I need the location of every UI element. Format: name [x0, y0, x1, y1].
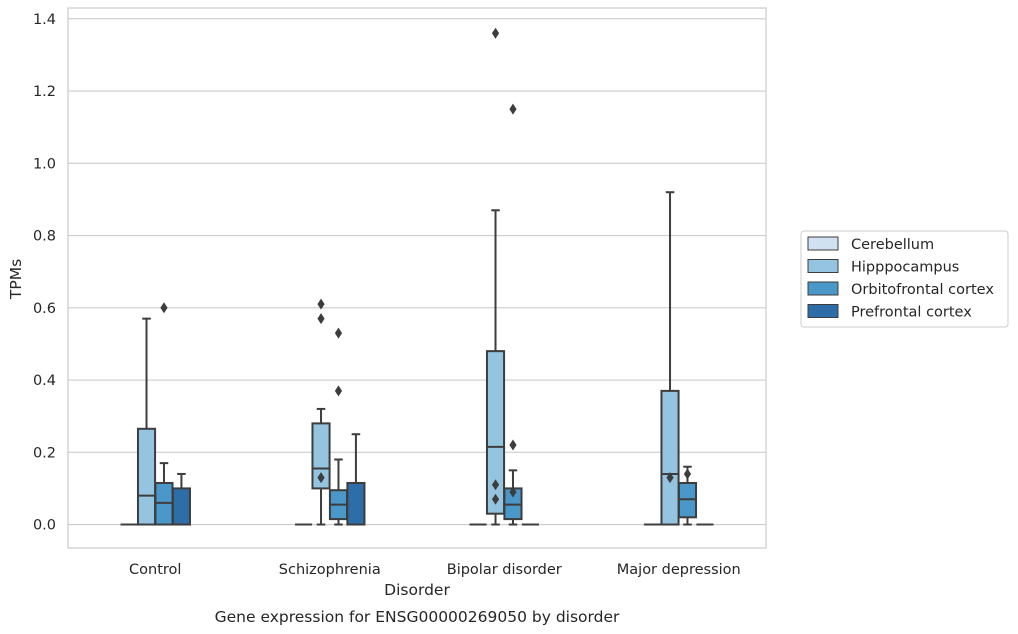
plot-area-frame: [67, 7, 767, 549]
legend-label: Prefrontal cortex: [851, 305, 972, 321]
legend-label: Hipppocampus: [851, 260, 959, 276]
x-tick-label: Schizophrenia: [279, 562, 381, 578]
box-body: [311, 422, 331, 490]
outlier-point: [509, 486, 517, 498]
outlier-point: [509, 439, 517, 451]
outlier-point: [317, 313, 325, 325]
box-body: [346, 481, 366, 526]
box-body: [485, 350, 506, 515]
y-tick-label: 1.4: [33, 12, 56, 28]
x-tick-label: Control: [129, 562, 181, 578]
box-prefrontal-cortex: [171, 472, 191, 526]
y-tick-label: 0.6: [33, 301, 56, 317]
box-hipppocampus: [660, 191, 680, 526]
legend-frame: [800, 230, 1009, 328]
legend: Cerebellum Hipppocampus Orbitofrontal cort…: [800, 230, 1009, 328]
legend-entries: Cerebellum Hipppocampus Orbitofrontal cort…: [807, 236, 994, 321]
box-body: [136, 427, 157, 526]
x-tick-labels: Control Schizophrenia Bipolar disorder Majo…: [129, 562, 741, 578]
legend-swatch: [807, 236, 839, 251]
y-tick-label: 0.0: [33, 518, 56, 534]
outlier-point: [509, 103, 517, 115]
outlier-point: [334, 327, 343, 339]
chart-caption: Gene expression for ENSG00000269050 by d…: [215, 608, 620, 626]
x-tick-label: Major depression: [617, 562, 741, 578]
box-body: [171, 487, 191, 526]
outlier-point: [666, 472, 674, 484]
y-tick-label: 1.2: [33, 84, 56, 100]
box-hipppocampus: [136, 317, 157, 526]
legend-swatch: [807, 304, 839, 318]
box-orbitofrontal-cortex: [503, 103, 523, 526]
outlier-point: [491, 493, 500, 505]
outlier-point: [491, 479, 500, 491]
box-hipppocampus: [485, 27, 506, 526]
legend-label: Cerebellum: [851, 237, 934, 253]
box-orbitofrontal-cortex: [677, 465, 698, 526]
y-axis-label: TPMs: [7, 259, 25, 300]
outlier-point: [317, 298, 325, 310]
x-tick-label: Bipolar disorder: [447, 562, 562, 578]
box-body: [660, 389, 680, 526]
legend-swatch: [807, 259, 839, 273]
y-tick-label: 0.8: [33, 229, 56, 245]
box-hipppocampus: [311, 298, 331, 526]
outlier-point: [683, 468, 692, 480]
x-axis-label: Disorder: [384, 581, 450, 599]
outlier-point: [491, 27, 500, 39]
box-orbitofrontal-cortex: [154, 302, 174, 526]
outlier-point: [317, 472, 325, 484]
y-tick-label: 0.4: [33, 373, 56, 389]
outlier-point: [160, 302, 168, 314]
legend-swatch: [807, 281, 839, 296]
box-plot-series: [120, 27, 714, 526]
legend-label: Orbitofrontal cortex: [851, 282, 994, 298]
y-tick-labels: 0.0 0.2 0.4 0.6 0.8 1.0 1.2 1.4: [33, 12, 56, 534]
y-tick-label: 1.0: [33, 156, 56, 172]
box-prefrontal-cortex: [346, 433, 366, 526]
plot-area-background: [68, 8, 766, 548]
y-tick-label: 0.2: [33, 445, 56, 461]
outlier-point: [334, 385, 343, 397]
